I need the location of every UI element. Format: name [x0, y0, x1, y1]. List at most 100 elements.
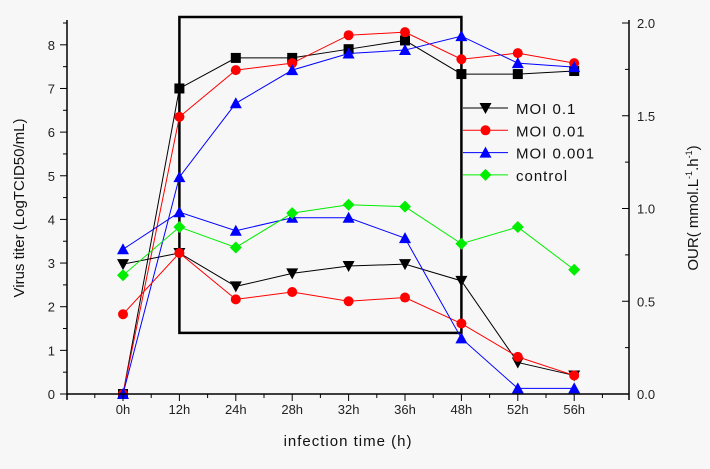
data-point [400, 35, 410, 46]
data-point [118, 309, 128, 320]
y-axis-title: Virus titer (LogTCID50/mL) [11, 119, 28, 298]
legend-label: MOI 0.001 [516, 146, 595, 163]
data-point [286, 64, 299, 76]
x-tick-label: 32h [338, 402, 360, 417]
data-point [343, 30, 354, 41]
data-point [343, 296, 354, 307]
y2-axis-title: OUR( mmol.L-1.h-1) [684, 145, 702, 270]
data-point [117, 269, 129, 282]
legend-item: MOI 0.01 [463, 123, 586, 140]
data-point [174, 248, 185, 259]
y-tick-label: 0 [48, 387, 55, 402]
data-point [400, 27, 410, 38]
data-point [174, 83, 185, 94]
data-point [456, 69, 467, 80]
data-point [342, 261, 355, 273]
y-tick-label: 1 [48, 343, 55, 358]
x-tick-label: 28h [281, 402, 303, 417]
data-point [455, 30, 468, 42]
y2-tick-label: 0.5 [637, 294, 655, 309]
x-tick-label: 12h [169, 402, 191, 417]
series-moi-0-1 [117, 248, 581, 382]
data-point [511, 57, 524, 69]
data-point [568, 263, 581, 276]
data-point [117, 243, 129, 255]
data-point [229, 281, 242, 293]
highlight-box [178, 15, 463, 335]
y2-tick-label: 2.0 [637, 16, 655, 31]
data-point [399, 259, 411, 271]
series-moi-0-001 [117, 206, 581, 394]
data-point [512, 48, 523, 59]
data-point [117, 259, 129, 271]
data-point [399, 232, 411, 244]
data-point [568, 382, 581, 394]
legend-marker [479, 103, 492, 114]
legend-label: MOI 0.01 [516, 123, 586, 140]
data-point [455, 237, 468, 250]
data-point [229, 241, 242, 254]
x-tick-label: 24h [225, 402, 247, 417]
data-point [230, 65, 241, 76]
data-point [287, 52, 298, 63]
y-tick-label: 6 [48, 125, 55, 140]
data-point [229, 97, 242, 109]
data-point [173, 171, 186, 183]
series-control [117, 198, 581, 282]
y-tick-label: 8 [48, 38, 55, 53]
y-tick-label: 3 [48, 256, 55, 271]
data-point [173, 206, 186, 218]
data-point [399, 44, 411, 56]
x-tick-label: 36h [394, 402, 416, 417]
y-tick-label: 2 [48, 300, 55, 315]
data-point [456, 54, 467, 65]
data-point [174, 111, 185, 122]
series-moi-0-001-titer [117, 30, 581, 399]
data-point [342, 211, 355, 223]
y2-title-main: OUR( mmol.L [685, 179, 702, 271]
x-tick-label: 56h [563, 402, 585, 417]
data-point [342, 47, 355, 59]
legend-item: MOI 0.001 [463, 146, 595, 163]
data-point [569, 370, 580, 381]
data-point [456, 318, 467, 329]
data-point [173, 221, 186, 234]
legend-item: MOI 0.1 [463, 101, 576, 118]
data-point [229, 224, 242, 236]
data-point [287, 286, 298, 297]
data-point [399, 200, 411, 213]
x-axis-title: infection time (h) [284, 433, 413, 450]
data-point [230, 52, 241, 63]
data-point [455, 332, 468, 344]
y2-title-end: ) [685, 145, 702, 150]
legend-marker [480, 125, 491, 136]
data-point [400, 292, 410, 303]
data-point [230, 294, 241, 305]
series-moi-0-01 [118, 248, 580, 381]
x-tick-label: 48h [451, 402, 473, 417]
data-point [568, 61, 581, 73]
y-tick-label: 5 [48, 169, 55, 184]
data-point [286, 207, 299, 220]
y2-tick-label: 1.5 [637, 109, 655, 124]
data-point [286, 268, 299, 280]
legend-label: control [516, 168, 568, 185]
data-point [511, 221, 524, 234]
y2-tick-label: 0.0 [637, 387, 655, 402]
y-tick-label: 4 [48, 212, 55, 227]
data-point [511, 382, 524, 394]
data-point [287, 58, 298, 69]
legend-item: control [463, 168, 568, 185]
legend-marker [479, 168, 492, 181]
y2-title-mid: .h [685, 158, 702, 171]
legend-label: MOI 0.1 [516, 101, 576, 118]
legend-marker [479, 146, 492, 158]
y2-tick-label: 1.0 [637, 202, 655, 217]
data-point [512, 351, 523, 362]
x-tick-label: 0h [116, 402, 130, 417]
data-point [342, 198, 355, 211]
data-point [512, 69, 523, 80]
x-tick-label: 52h [507, 402, 529, 417]
y-tick-label: 7 [48, 81, 55, 96]
